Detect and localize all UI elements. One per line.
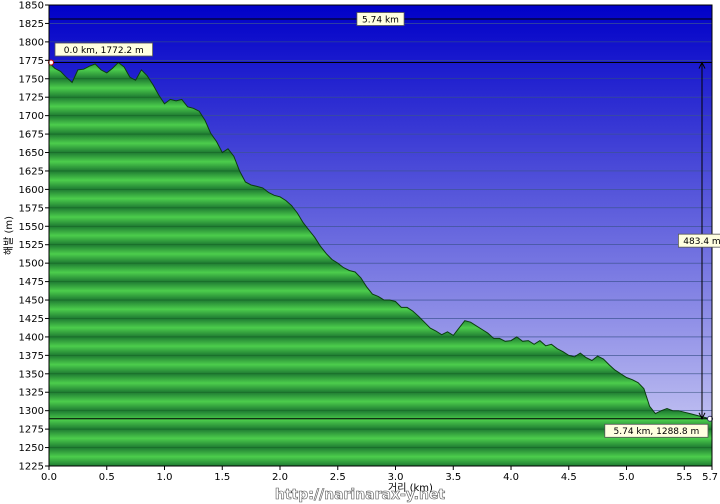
callout-text: 5.74 km, 1288.8 m	[614, 427, 700, 437]
callout-text: 0.0 km, 1772.2 m	[64, 46, 144, 56]
callouts: 5.74 km 0.0 km, 1772.2 m 483.4 m 5.74 km, 1…	[54, 12, 720, 438]
x-tick-label: 3.0	[388, 472, 404, 483]
x-tick-label: 1.5	[214, 472, 230, 483]
y-tick-label: 1650	[19, 148, 44, 159]
x-tick-label: 1.0	[157, 472, 173, 483]
callout-text: 5.74 km	[362, 15, 399, 25]
y-tick-label: 1525	[19, 240, 44, 251]
callout-box: 5.74 km	[356, 12, 405, 26]
watermark-text: http://narinarax-y.net	[275, 487, 446, 503]
x-axis-label: 거리 (km)	[388, 482, 433, 494]
y-tick-label: 1350	[19, 369, 44, 380]
callout-box: 483.4 m	[678, 233, 720, 248]
x-tick-label: 4.0	[503, 472, 519, 483]
y-tick-label: 1250	[19, 443, 44, 454]
arrow-up-icon	[698, 61, 706, 69]
y-tick-label: 1475	[19, 277, 44, 288]
y-tick-label: 1425	[19, 314, 44, 325]
y-axis-ticks: 1850 1825 1800 1775 1750 1725 1700 1675 1650 1625…	[19, 1, 49, 473]
y-tick-label: 1375	[19, 351, 44, 362]
y-tick-label: 1500	[19, 259, 44, 270]
x-tick-label: 0.5	[99, 472, 115, 483]
y-tick-label: 1275	[19, 425, 44, 436]
terrain-grid-lines	[49, 5, 712, 466]
y-tick-label: 1575	[19, 203, 44, 214]
x-tick-label: 5.7	[702, 472, 718, 483]
y-tick-label: 1775	[19, 56, 44, 67]
callout-bg	[356, 12, 405, 26]
y-tick-label: 1625	[19, 166, 44, 177]
y-tick-label: 1550	[19, 222, 44, 233]
y-tick-label: 1450	[19, 296, 44, 307]
callout-box: 0.0 km, 1772.2 m	[54, 42, 153, 57]
y-tick-label: 1675	[19, 130, 44, 141]
y-tick-label: 1300	[19, 406, 44, 417]
x-tick-label: 2.0	[272, 472, 288, 483]
x-tick-label: 4.5	[561, 472, 577, 483]
callout-bg	[54, 42, 153, 57]
x-tick-label: 5.0	[619, 472, 635, 483]
x-tick-label: 3.5	[445, 472, 461, 483]
y-tick-label: 1725	[19, 93, 44, 104]
arrow-down-icon	[698, 412, 706, 420]
y-tick-label: 1800	[19, 37, 44, 48]
y-tick-label: 1750	[19, 74, 44, 85]
callout-text: 483.4 m	[683, 237, 720, 247]
y-axis-label: 해발 (m)	[2, 216, 15, 255]
y-tick-label: 1850	[19, 1, 44, 12]
x-axis-ticks: 0.0 0.5 1.0 1.5 2.0 2.5 3.0 3.5 4.0 4.5 5.0 5.5 5.7	[41, 466, 718, 483]
x-tick-label: 5.5	[676, 472, 692, 483]
y-tick-label: 1325	[19, 388, 44, 399]
x-tick-label: 0.0	[41, 472, 57, 483]
y-tick-label: 1225	[19, 462, 44, 473]
y-tick-label: 1825	[19, 19, 44, 30]
callout-box: 5.74 km, 1288.8 m	[604, 423, 709, 438]
y-tick-label: 1600	[19, 185, 44, 196]
y-tick-label: 1400	[19, 332, 44, 343]
callout-bg	[678, 233, 720, 248]
y-tick-label: 1700	[19, 111, 44, 122]
callout-bg	[604, 423, 709, 438]
x-tick-label: 2.5	[330, 472, 346, 483]
